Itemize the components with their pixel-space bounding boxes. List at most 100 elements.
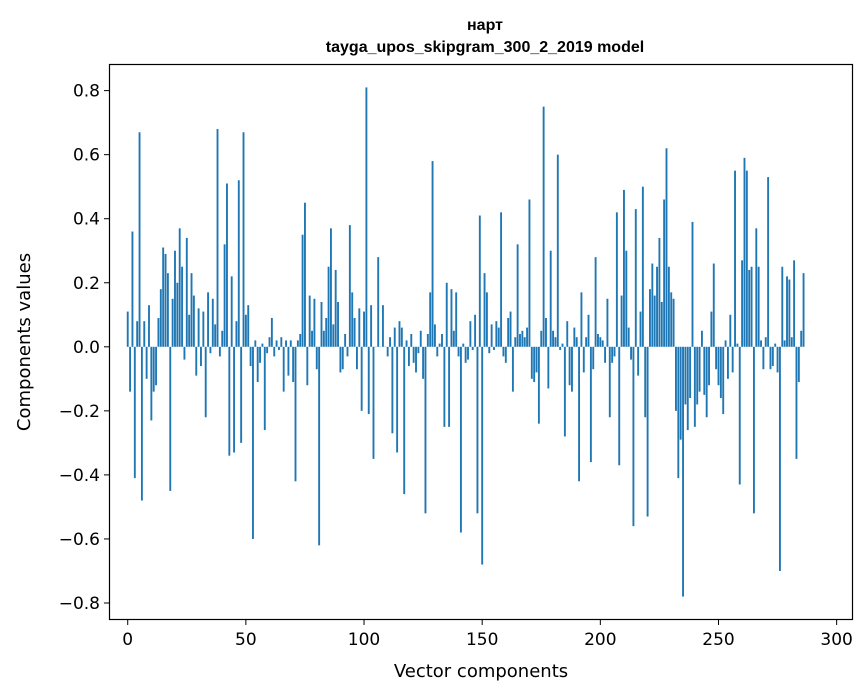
bar-35: [209, 346, 212, 354]
bar-158: [500, 212, 503, 347]
bar-98: [358, 308, 361, 347]
bar-113: [393, 327, 396, 347]
bar-83: [322, 330, 325, 347]
bar-171: [530, 346, 533, 379]
bar-145: [469, 321, 472, 347]
bar-251: [719, 346, 722, 399]
bar-70: [292, 346, 295, 383]
bar-138: [452, 330, 455, 347]
bar-series: [126, 87, 805, 597]
y-axis-label: Components values: [14, 253, 35, 431]
bar-21: [176, 282, 179, 347]
y-tick-label: −0.6: [59, 530, 100, 550]
bar-27: [190, 273, 193, 347]
bar-166: [519, 333, 521, 347]
bar-131: [436, 346, 439, 357]
bar-265: [752, 346, 755, 514]
bar-126: [424, 346, 427, 514]
bar-262: [745, 170, 748, 347]
bar-180: [552, 330, 555, 347]
bar-33: [204, 346, 207, 418]
bar-22: [178, 228, 181, 347]
y-tick-label: 0.8: [73, 82, 100, 102]
bar-187: [568, 346, 571, 386]
bar-206: [613, 346, 616, 357]
bar-111: [389, 337, 391, 347]
bar-84: [325, 317, 328, 347]
bar-85: [327, 266, 330, 347]
bar-121: [412, 346, 415, 363]
bar-198: [594, 257, 597, 347]
bar-37: [214, 324, 217, 347]
bar-279: [786, 276, 788, 347]
bar-132: [438, 343, 441, 347]
bar-55: [256, 346, 259, 383]
bar-19: [171, 298, 174, 347]
plot-frame: [108, 63, 854, 621]
bar-46: [235, 321, 238, 347]
bar-42: [226, 183, 228, 347]
bar-31: [200, 346, 202, 367]
bar-97: [355, 346, 358, 370]
bar-163: [511, 346, 514, 392]
bar-280: [788, 279, 791, 347]
bar-177: [545, 317, 547, 347]
bar-1: [129, 346, 132, 392]
bar-5: [138, 132, 141, 347]
bar-62: [273, 346, 276, 357]
bar-30: [197, 308, 200, 347]
bar-193: [582, 346, 585, 373]
bar-117: [403, 346, 406, 495]
bar-276: [778, 346, 781, 571]
bar-236: [684, 346, 687, 405]
bar-146: [471, 346, 474, 350]
chart-title-line-1: нарт: [467, 17, 503, 34]
bar-246: [708, 346, 710, 386]
bar-99: [360, 346, 363, 411]
bar-72: [296, 340, 299, 347]
bar-215: [634, 209, 637, 347]
bar-232: [675, 346, 677, 411]
y-tick-label: −0.2: [59, 402, 100, 422]
bar-49: [242, 132, 245, 347]
bar-141: [459, 346, 462, 533]
y-tick-label: −0.4: [59, 466, 100, 486]
bar-13: [157, 317, 160, 347]
y-axis-ticks: −0.8 −0.6 −0.4 −0.2 0.0 0.2 0.4 0.6 0.8: [59, 82, 110, 614]
bar-51: [247, 305, 250, 347]
bar-247: [710, 311, 713, 347]
bar-178: [547, 346, 550, 389]
bar-216: [637, 346, 640, 376]
bar-2: [131, 231, 134, 347]
bar-255: [729, 314, 732, 347]
bar-143: [464, 346, 467, 363]
bar-68: [287, 346, 290, 376]
bar-106: [377, 257, 380, 347]
bar-26: [188, 314, 191, 347]
bar-81: [318, 346, 321, 546]
bar-56: [259, 346, 261, 363]
bar-90: [339, 346, 342, 373]
bar-172: [533, 346, 536, 383]
bar-40: [221, 330, 224, 347]
bar-164: [514, 337, 517, 347]
bar-208: [618, 346, 621, 466]
bar-256: [731, 346, 734, 373]
bar-186: [566, 321, 569, 347]
bar-100: [363, 311, 365, 347]
bar-16: [164, 253, 167, 347]
bar-205: [611, 346, 614, 363]
bar-74: [301, 234, 304, 347]
bar-147: [474, 314, 477, 347]
bar-254: [726, 346, 729, 379]
bar-144: [467, 346, 469, 360]
x-tick-label: 200: [584, 630, 616, 650]
bar-200: [599, 337, 602, 347]
y-tick-label: 0.2: [73, 274, 100, 294]
bar-45: [233, 346, 236, 453]
x-tick-label: 250: [702, 630, 734, 650]
bar-77: [308, 295, 311, 347]
bar-151: [483, 273, 486, 347]
bar-196: [589, 346, 592, 463]
bar-286: [802, 273, 805, 347]
